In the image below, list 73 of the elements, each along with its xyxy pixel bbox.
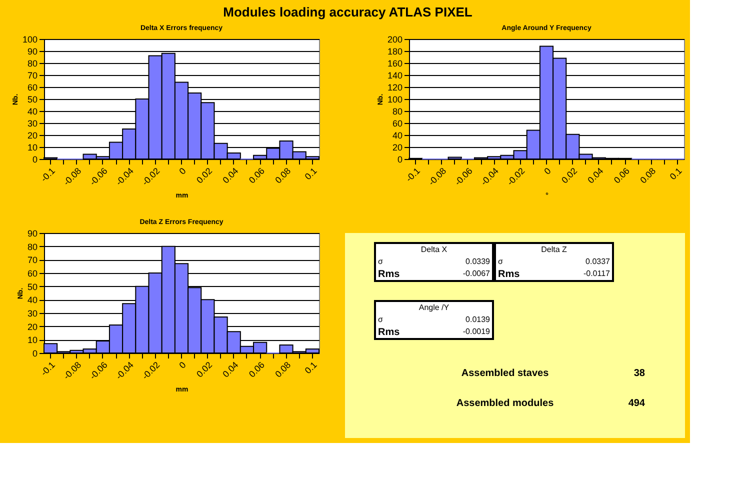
y-tick-label: 60 [27, 268, 38, 278]
y-tick-label: 80 [27, 58, 38, 68]
y-tick-label: 120 [387, 82, 402, 92]
x-tick-label: 0 [542, 166, 553, 176]
x-tick-label: 0.08 [273, 360, 293, 380]
y-tick-label: 10 [27, 142, 38, 152]
text: Assembled modules [456, 398, 554, 409]
y-tick-label: 20 [27, 322, 38, 332]
x-tick-label: 0.04 [220, 166, 240, 186]
text: 494 [628, 398, 646, 409]
y-tick-label: 10 [27, 335, 38, 346]
x-tick-label: 0.06 [246, 360, 266, 380]
y-tick-label: 90 [27, 228, 38, 238]
x-tick-label: 0.04 [586, 166, 606, 186]
x-tick-label: 0.08 [638, 166, 658, 186]
text: Rms [498, 269, 520, 280]
x-tick-label: 0.08 [273, 166, 293, 186]
x-tick-label: -0.1 [38, 166, 57, 184]
x-tick-label: -0.1 [38, 360, 57, 378]
text: σ [498, 257, 503, 266]
text: Angle /Y [418, 303, 450, 312]
text: -0.0067 [462, 269, 491, 278]
x-tick-label: 0.06 [246, 166, 266, 186]
text: Rms [378, 327, 400, 338]
y-tick-label: 30 [27, 118, 38, 128]
y-tick-label: 20 [392, 142, 402, 152]
y-tick-label: 90 [27, 46, 38, 56]
x-tick-label: 0.06 [612, 166, 632, 186]
y-tick-label: 0 [397, 154, 402, 164]
y-tick-label: 20 [27, 130, 38, 140]
text: Delta X [420, 245, 448, 254]
text: 0.0139 [466, 315, 491, 324]
y-tick-label: 0 [32, 348, 38, 358]
x-tick-label: -0.1 [404, 166, 422, 184]
x-tick-label: 0 [177, 360, 188, 370]
text: 0.0339 [466, 257, 491, 266]
x-tick-label: 0 [177, 166, 188, 176]
y-tick-label: 80 [392, 106, 402, 116]
x-tick-label: 0.04 [220, 360, 240, 380]
x-tick-label: 0.1 [302, 166, 319, 182]
text: σ [378, 257, 383, 266]
text: Assembled staves [461, 368, 550, 379]
y-tick-label: 60 [27, 82, 38, 92]
y-tick-label: 0 [32, 154, 38, 164]
x-tick-label: 0.02 [194, 360, 214, 380]
y-tick-label: 40 [27, 106, 38, 116]
x-tick-label: 0.02 [560, 166, 580, 186]
text: Rms [378, 269, 400, 280]
y-tick-label: 50 [27, 94, 38, 104]
y-tick-label: 200 [387, 34, 402, 44]
x-tick-label: 0.1 [668, 166, 684, 182]
text: Delta Z [541, 245, 567, 254]
y-tick-label: 60 [392, 118, 402, 128]
y-tick-label: 100 [22, 34, 38, 44]
y-tick-label: 40 [392, 130, 402, 140]
y-tick-label: 70 [27, 70, 38, 80]
text: σ [378, 315, 383, 324]
text: 0.0337 [586, 257, 611, 266]
y-tick-label: 80 [27, 242, 38, 252]
x-tick-label: 0.1 [302, 360, 319, 376]
text: Modules loading accuracy ATLAS PIXEL [223, 4, 472, 20]
text: -0.0019 [462, 327, 491, 336]
text: -0.0117 [583, 269, 611, 278]
text: 38 [634, 368, 646, 379]
y-tick-label: 180 [387, 46, 402, 56]
y-tick-label: 30 [27, 308, 38, 318]
y-tick-label: 40 [27, 295, 38, 306]
y-tick-label: 160 [387, 58, 402, 68]
y-tick-label: 100 [387, 94, 402, 104]
y-tick-label: 50 [27, 282, 38, 292]
y-tick-label: 140 [387, 70, 402, 80]
y-tick-label: 70 [27, 255, 38, 266]
x-tick-label: 0.02 [194, 166, 214, 186]
